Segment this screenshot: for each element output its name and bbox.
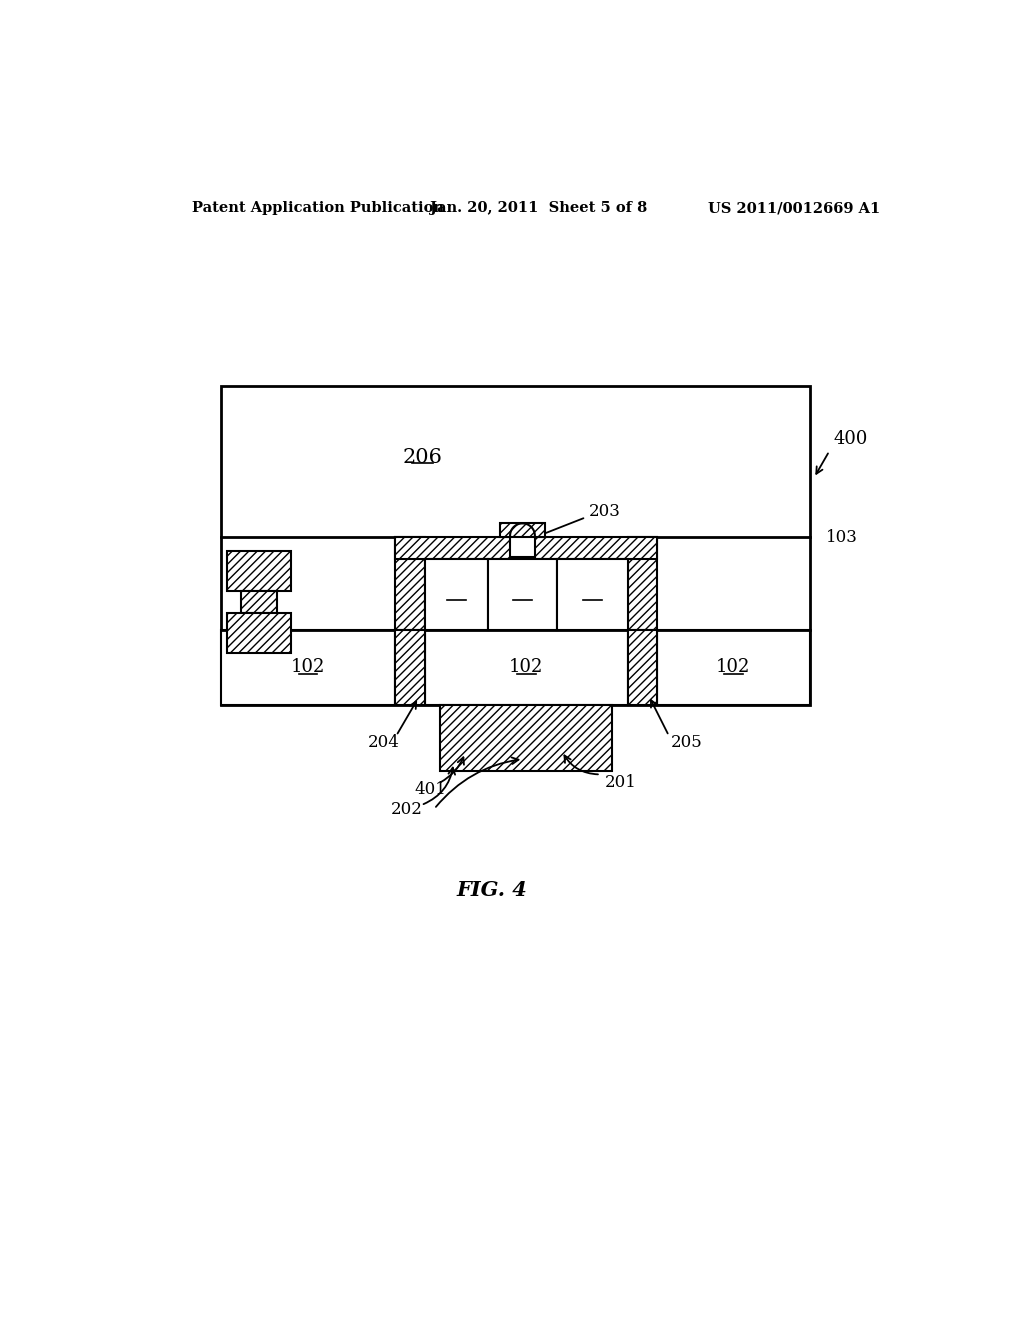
Bar <box>628 537 657 631</box>
Text: 103: 103 <box>825 529 857 545</box>
Text: 113: 113 <box>485 543 517 560</box>
Bar <box>657 631 810 705</box>
Text: 400: 400 <box>834 430 867 449</box>
Text: 202: 202 <box>391 800 423 817</box>
Bar <box>628 631 657 705</box>
Bar <box>227 612 291 653</box>
Text: 204: 204 <box>368 734 399 751</box>
Text: 102: 102 <box>716 659 751 676</box>
Bar <box>395 631 425 705</box>
Text: 112: 112 <box>439 585 474 603</box>
Text: Patent Application Publication: Patent Application Publication <box>191 202 443 215</box>
Text: 401: 401 <box>415 781 446 799</box>
Text: 205: 205 <box>671 734 702 751</box>
Text: 201: 201 <box>604 774 637 791</box>
Text: 111: 111 <box>574 585 609 603</box>
Text: 102: 102 <box>509 659 544 676</box>
Bar <box>395 537 657 558</box>
Bar <box>500 523 545 537</box>
Text: Jan. 20, 2011  Sheet 5 of 8: Jan. 20, 2011 Sheet 5 of 8 <box>430 202 647 215</box>
Bar <box>488 558 557 631</box>
Bar <box>221 631 395 705</box>
Text: 203: 203 <box>589 503 621 520</box>
Text: FIG. 4: FIG. 4 <box>457 880 527 900</box>
Text: 109: 109 <box>505 585 540 603</box>
Bar <box>241 591 276 612</box>
Bar <box>425 631 628 705</box>
Bar <box>510 536 535 557</box>
Bar <box>425 558 488 631</box>
Bar <box>395 537 425 631</box>
Text: 102: 102 <box>291 659 325 676</box>
Text: US 2011/0012669 A1: US 2011/0012669 A1 <box>708 202 880 215</box>
Text: 206: 206 <box>402 447 442 467</box>
Bar <box>227 552 291 591</box>
Bar <box>221 385 810 705</box>
Bar <box>557 558 628 631</box>
Bar <box>440 705 612 771</box>
